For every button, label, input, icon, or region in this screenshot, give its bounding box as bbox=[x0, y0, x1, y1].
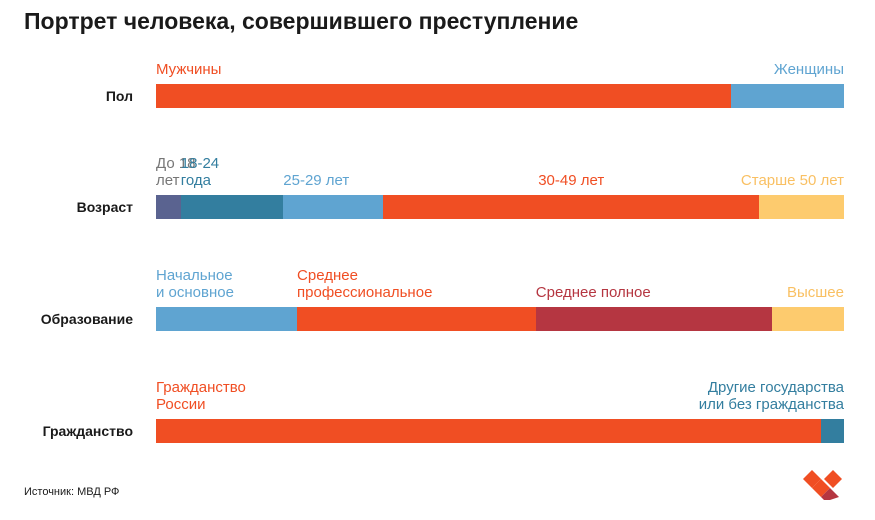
segment-label: Старше 50 лет bbox=[740, 172, 844, 189]
segment-label: Женщины bbox=[773, 61, 844, 78]
stacked-bar bbox=[156, 195, 845, 219]
bar-segment bbox=[156, 307, 298, 331]
segment-label: Мужчины bbox=[156, 61, 222, 78]
source-note: Источник: МВД РФ bbox=[24, 486, 120, 498]
bar-segment bbox=[156, 84, 732, 108]
segment-label: 18-24 года bbox=[180, 155, 220, 189]
segment-label: 25-29 лет bbox=[283, 172, 350, 189]
bar-segment bbox=[731, 84, 845, 108]
bar-segment bbox=[156, 419, 822, 443]
bar-segment bbox=[759, 195, 845, 219]
segment-label: Другие государства или без гражданства bbox=[698, 379, 844, 413]
bar-segment bbox=[772, 307, 845, 331]
stacked-bar bbox=[156, 419, 845, 443]
segment-label: Среднее профессиональное bbox=[297, 267, 433, 301]
segment-label: Среднее полное bbox=[535, 284, 651, 301]
row-label: Пол bbox=[105, 88, 133, 104]
segment-label: Высшее bbox=[786, 284, 844, 301]
segment-label: Гражданство России bbox=[156, 379, 246, 413]
bar-segment bbox=[383, 195, 760, 219]
segment-label: До 18 лет bbox=[156, 155, 196, 189]
bar-segment bbox=[156, 195, 182, 219]
stacked-bar bbox=[156, 84, 845, 108]
bar-segment bbox=[180, 195, 284, 219]
segment-label: 30-49 лет bbox=[538, 172, 605, 189]
bar-segment bbox=[535, 307, 773, 331]
segment-label: Начальное и основное bbox=[156, 267, 234, 301]
bar-segment bbox=[283, 195, 384, 219]
bar-segment bbox=[821, 419, 845, 443]
row-label: Гражданство bbox=[42, 423, 133, 439]
row-label: Образование bbox=[40, 311, 133, 327]
row-label: Возраст bbox=[76, 199, 133, 215]
heart-logo-icon bbox=[803, 470, 842, 500]
stacked-bar bbox=[156, 307, 845, 331]
bar-segment bbox=[297, 307, 537, 331]
chart-title: Портрет человека, совершившего преступле… bbox=[24, 8, 579, 34]
